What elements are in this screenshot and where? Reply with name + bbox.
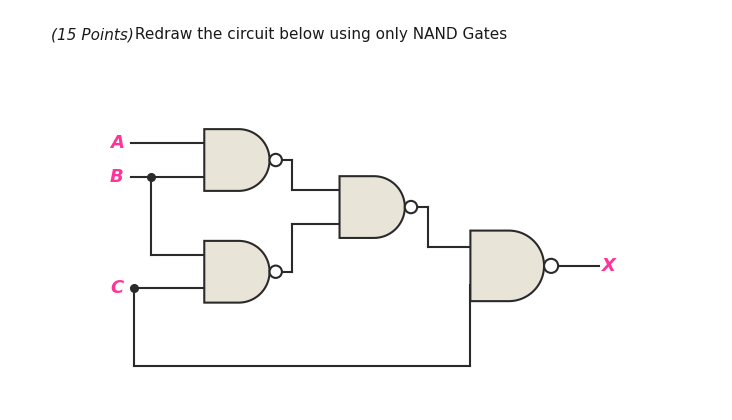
Circle shape — [269, 154, 282, 166]
Circle shape — [269, 265, 282, 278]
Text: B: B — [110, 168, 124, 186]
Text: Redraw the circuit below using only NAND Gates: Redraw the circuit below using only NAND… — [130, 27, 507, 42]
Text: (15 Points): (15 Points) — [51, 27, 134, 42]
Circle shape — [544, 259, 559, 273]
Text: A: A — [110, 134, 124, 152]
Polygon shape — [471, 231, 544, 301]
Circle shape — [405, 201, 417, 213]
Text: C: C — [111, 279, 124, 297]
Polygon shape — [204, 241, 269, 303]
Polygon shape — [340, 176, 405, 238]
Polygon shape — [204, 129, 269, 191]
Text: X: X — [602, 257, 616, 275]
